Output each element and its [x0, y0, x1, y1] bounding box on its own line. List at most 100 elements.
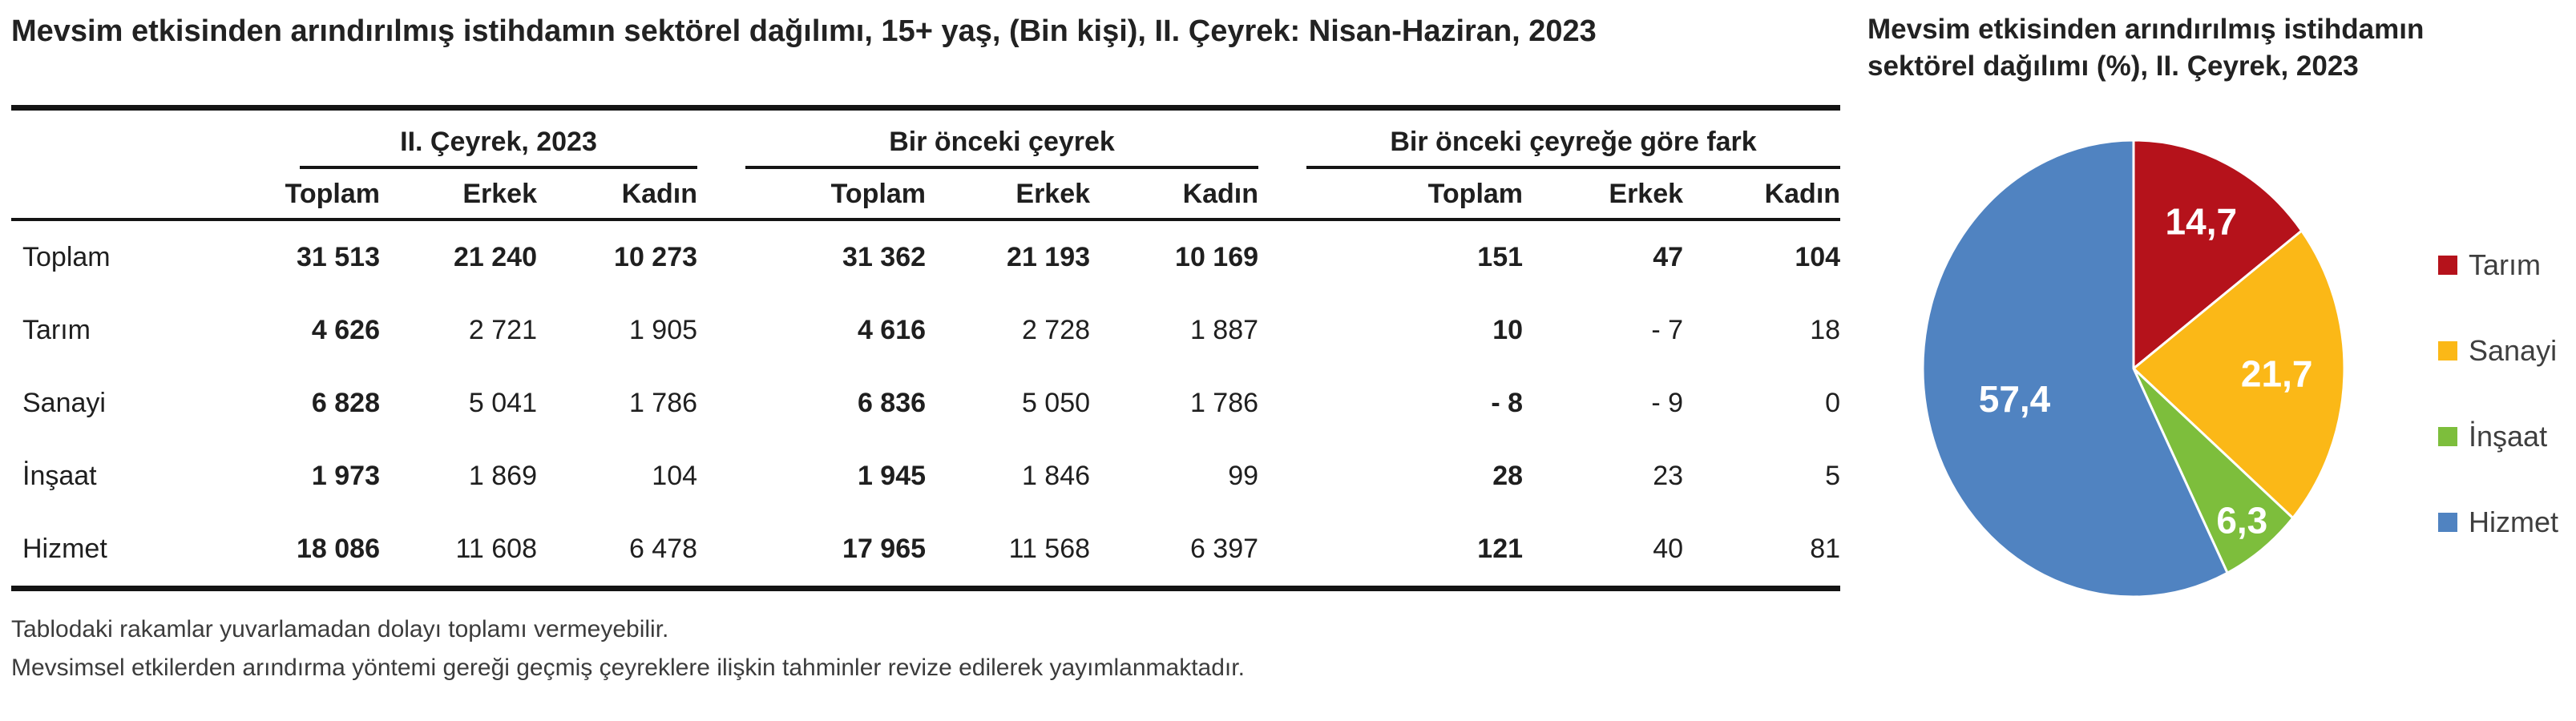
pie-slice-1 — [2132, 139, 2303, 372]
table-section: Mevsim etkisinden arındırılmış istihdamı… — [11, 0, 1841, 687]
table-cell: 2 721 — [468, 315, 537, 345]
table-cell: 1 887 — [1189, 315, 1259, 345]
table-cell: 1 786 — [1189, 388, 1259, 418]
legend-swatch-icon — [2438, 340, 2457, 360]
chart-title-line2: sektörel dağılımı (%), II. Çeyrek, 2023 — [1867, 50, 2359, 82]
table-cell: 4 616 — [857, 315, 927, 345]
table-row: İnşaat 1 973 1 869 104 1 945 1 846 99 28 23 5 — [11, 440, 1840, 513]
pie-slice-3 — [2132, 367, 2295, 575]
table-cell: 2 728 — [1021, 315, 1091, 345]
table-cell: 47 — [1653, 242, 1684, 272]
table-cell: 81 — [1810, 534, 1841, 564]
group-header-current-quarter: II. Çeyrek, 2023 — [252, 108, 698, 169]
table-cell: 6 397 — [1189, 534, 1259, 564]
table-group-header-row: II. Çeyrek, 2023 Bir önceki çeyrek Bir ö… — [11, 108, 1841, 170]
table-cell: 11 608 — [455, 534, 537, 564]
row-label: Sanayi — [22, 388, 106, 418]
column-header: Toplam — [697, 169, 927, 221]
legend-item: Hizmet — [2438, 479, 2558, 565]
row-label: Toplam — [22, 242, 111, 272]
row-label: Tarım — [22, 315, 91, 345]
legend-label: İnşaat — [2469, 419, 2548, 453]
table-cell: 10 273 — [614, 242, 698, 272]
column-header: Toplam — [1258, 169, 1524, 221]
group-header-label: Bir önceki çeyreğe göre fark — [1306, 127, 1841, 169]
table-cell: 21 240 — [454, 242, 537, 272]
pie-slice-label: 57,4 — [1979, 378, 2051, 420]
table-cell: 5 050 — [1021, 388, 1091, 418]
table-cell: 31 513 — [297, 242, 380, 272]
pie-legend: Tarım Sanayi İnşaat Hizmet — [2438, 222, 2558, 565]
table-cell: 1 973 — [311, 461, 380, 491]
table-cell: 5 — [1825, 461, 1841, 491]
table-cell: 10 — [1492, 315, 1524, 345]
table-cell: 6 828 — [311, 388, 380, 418]
table-cell: 99 — [1228, 461, 1259, 491]
table-cell: 28 — [1492, 461, 1524, 491]
table-cell: 1 905 — [628, 315, 698, 345]
chart-title-line1: Mevsim etkisinden arındırılmış istihdamı… — [1867, 14, 2425, 45]
pie-slice-label: 6,3 — [2216, 499, 2267, 541]
column-header: Kadın — [1683, 169, 1841, 221]
chart-section: Mevsim etkisinden arındırılmış istihdamı… — [1867, 0, 2576, 721]
group-header-difference: Bir önceki çeyreğe göre fark — [1258, 108, 1841, 169]
table-cell: 1 945 — [857, 461, 927, 491]
table-cell: 11 568 — [1008, 534, 1091, 564]
page-title: Mevsim etkisinden arındırılmış istihdamı… — [11, 14, 1597, 48]
table-cell: 6 836 — [857, 388, 927, 418]
subheader-spacer — [11, 169, 252, 221]
pie-chart: 14,7 21,7 6,3 57,4 — [1921, 139, 2346, 598]
table-row: Toplam 31 513 21 240 10 273 31 362 21 193 10 1… — [11, 220, 1840, 294]
table-cell: 40 — [1653, 534, 1684, 564]
group-header-spacer — [11, 108, 252, 170]
table-cell: 151 — [1477, 242, 1524, 272]
pie-slice-2 — [2131, 228, 2346, 520]
legend-label: Sanayi — [2469, 333, 2558, 367]
table-cell: 21 193 — [1007, 242, 1091, 272]
column-header: Erkek — [926, 169, 1091, 221]
footnote-rounding: Tablodaki rakamlar yuvarlamadan dolayı t… — [11, 616, 669, 642]
table-cell: 10 169 — [1175, 242, 1259, 272]
table-cell: - 7 — [1651, 315, 1684, 345]
table-cell: 6 478 — [628, 534, 698, 564]
table-cell: 18 086 — [297, 534, 380, 564]
table-cell: - 8 — [1491, 388, 1524, 418]
table-cell: 104 — [1795, 242, 1841, 272]
column-header: Toplam — [252, 169, 380, 221]
legend-item: Sanayi — [2438, 308, 2558, 393]
table-cell: 104 — [652, 461, 698, 491]
table-row: Hizmet 18 086 11 608 6 478 17 965 11 568 6 397… — [11, 513, 1840, 589]
footnotes: Tablodaki rakamlar yuvarlamadan dolayı t… — [11, 610, 1840, 687]
pie-slice-label: 21,7 — [2241, 352, 2313, 394]
table-subheader-row: Toplam Erkek Kadın Toplam Erkek Kadın Toplam Er… — [11, 169, 1841, 221]
table-cell: 23 — [1653, 461, 1684, 491]
legend-label: Hizmet — [2469, 505, 2559, 538]
table-cell: - 9 — [1651, 388, 1684, 418]
chart-title: Mevsim etkisinden arındırılmış istihdamı… — [1867, 0, 2576, 84]
column-header: Kadın — [1090, 169, 1259, 221]
table-cell: 1 786 — [628, 388, 698, 418]
table-row: Sanayi 6 828 5 041 1 786 6 836 5 050 1 786 - 8 -… — [11, 367, 1840, 440]
legend-swatch-icon — [2438, 512, 2457, 532]
row-label: Hizmet — [22, 534, 107, 564]
legend-item: Tarım — [2438, 222, 2558, 308]
table-cell: 5 041 — [468, 388, 537, 418]
table-row: Tarım 4 626 2 721 1 905 4 616 2 728 1 887 10 - 7… — [11, 294, 1840, 367]
column-header: Kadın — [537, 169, 698, 221]
legend-item: İnşaat — [2438, 393, 2558, 479]
row-label: İnşaat — [22, 461, 97, 491]
employment-table: II. Çeyrek, 2023 Bir önceki çeyrek Bir ö… — [11, 105, 1841, 591]
table-cell: 4 626 — [311, 315, 380, 345]
group-header-label: II. Çeyrek, 2023 — [300, 127, 698, 169]
table-cell: 18 — [1810, 315, 1841, 345]
pie-slice-label: 14,7 — [2166, 200, 2238, 242]
table-cell: 1 869 — [468, 461, 537, 491]
table-cell: 1 846 — [1021, 461, 1091, 491]
legend-swatch-icon — [2438, 426, 2457, 446]
column-header: Erkek — [380, 169, 537, 221]
column-header: Erkek — [1523, 169, 1684, 221]
table-cell: 0 — [1825, 388, 1841, 418]
table-cell: 17 965 — [842, 534, 927, 564]
legend-swatch-icon — [2438, 255, 2457, 275]
legend-label: Tarım — [2469, 248, 2541, 281]
